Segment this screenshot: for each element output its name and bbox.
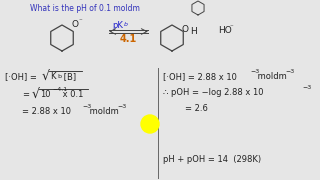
Text: = 2.6: = 2.6: [185, 104, 208, 113]
Text: ⁻: ⁻: [79, 18, 83, 24]
Text: ⁻: ⁻: [230, 24, 234, 30]
Text: [·OH] =: [·OH] =: [5, 72, 37, 81]
Text: pH + pOH = 14  (298K): pH + pOH = 14 (298K): [163, 155, 261, 164]
Text: −3: −3: [250, 69, 259, 74]
Text: [B]: [B]: [61, 72, 76, 81]
Text: −4.1: −4.1: [52, 87, 67, 92]
Circle shape: [141, 115, 159, 133]
Text: −3: −3: [285, 69, 294, 74]
Text: −3: −3: [302, 85, 311, 90]
Text: x 0.1: x 0.1: [60, 90, 84, 99]
Text: = 2.88 x 10: = 2.88 x 10: [22, 107, 71, 116]
Text: O: O: [182, 25, 189, 34]
Text: b: b: [57, 74, 61, 79]
Text: moldm: moldm: [87, 107, 119, 116]
Text: b: b: [124, 22, 128, 27]
Text: √: √: [42, 70, 50, 83]
Text: H: H: [190, 27, 197, 36]
Text: HO: HO: [218, 26, 232, 35]
Text: moldm: moldm: [255, 72, 287, 81]
Text: −3: −3: [117, 104, 126, 109]
Text: O: O: [72, 20, 79, 29]
Text: 4.1: 4.1: [120, 34, 137, 44]
Text: =: =: [22, 90, 29, 99]
Text: K: K: [50, 72, 55, 81]
Text: ∴ pOH = −log 2.88 x 10: ∴ pOH = −log 2.88 x 10: [163, 88, 263, 97]
Text: −3: −3: [82, 104, 91, 109]
Text: [·OH] = 2.88 x 10: [·OH] = 2.88 x 10: [163, 72, 237, 81]
Text: √: √: [32, 88, 40, 101]
Text: 10: 10: [40, 90, 51, 99]
Text: What is the pH of 0.1 moldm: What is the pH of 0.1 moldm: [30, 4, 140, 13]
Text: pK: pK: [112, 21, 123, 30]
